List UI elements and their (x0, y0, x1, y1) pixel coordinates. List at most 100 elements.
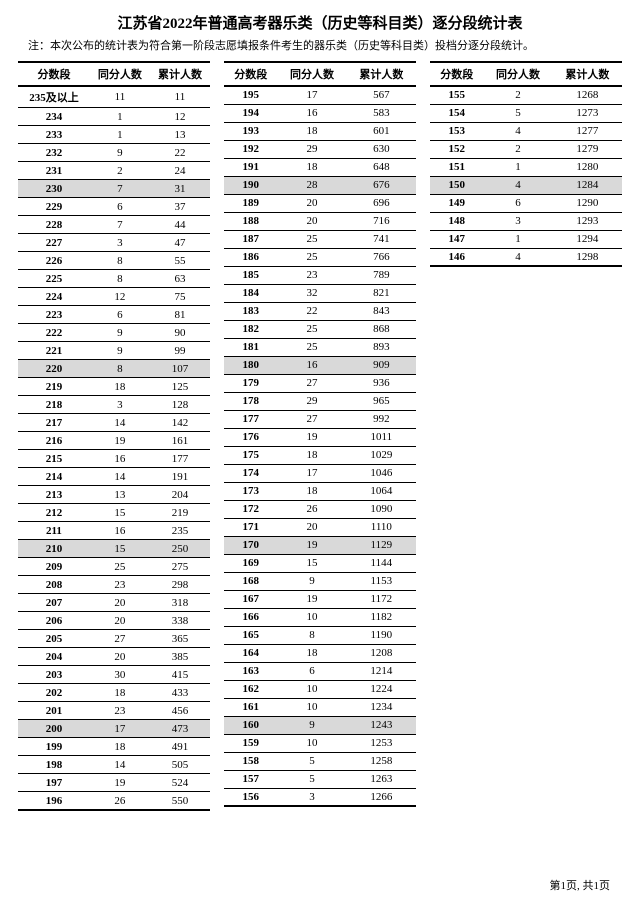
cell-same: 14 (90, 468, 150, 486)
table-row: 234112 (18, 108, 210, 126)
cell-cum: 821 (347, 284, 416, 302)
table-row: 16091243 (224, 716, 416, 734)
tables-container: 分数段同分人数累计人数235及以上11112341122331132329222… (18, 61, 622, 811)
cell-score: 235及以上 (18, 86, 90, 108)
cell-same: 19 (277, 590, 346, 608)
cell-score: 160 (224, 716, 277, 734)
cell-cum: 12 (150, 108, 210, 126)
cell-same: 28 (277, 176, 346, 194)
cell-same: 18 (277, 122, 346, 140)
cell-same: 1 (90, 108, 150, 126)
table-row: 14711294 (430, 230, 622, 248)
table-row: 21015250 (18, 540, 210, 558)
cell-same: 1 (483, 158, 552, 176)
cell-cum: 868 (347, 320, 416, 338)
cell-cum: 741 (347, 230, 416, 248)
cell-cum: 1144 (347, 554, 416, 572)
cell-score: 183 (224, 302, 277, 320)
table-row: 20823298 (18, 576, 210, 594)
cell-score: 231 (18, 162, 90, 180)
cell-cum: 22 (150, 144, 210, 162)
cell-cum: 250 (150, 540, 210, 558)
cell-same: 9 (90, 144, 150, 162)
table-row: 176191011 (224, 428, 416, 446)
cell-score: 192 (224, 140, 277, 158)
cell-same: 6 (483, 194, 552, 212)
table-row: 221999 (18, 342, 210, 360)
cell-score: 208 (18, 576, 90, 594)
cell-same: 8 (90, 360, 150, 378)
table-row: 164181208 (224, 644, 416, 662)
cell-score: 222 (18, 324, 90, 342)
table-col-2: 分数段同分人数累计人数19517567194165831931860119229… (224, 61, 416, 811)
cell-score: 188 (224, 212, 277, 230)
cell-same: 11 (90, 86, 150, 108)
table-row: 16891153 (224, 572, 416, 590)
cell-cum: 44 (150, 216, 210, 234)
cell-score: 190 (224, 176, 277, 194)
cell-score: 180 (224, 356, 277, 374)
table-row: 20017473 (18, 720, 210, 738)
cell-same: 17 (90, 720, 150, 738)
table-row: 227347 (18, 234, 210, 252)
cell-cum: 524 (150, 774, 210, 792)
cell-cum: 550 (150, 792, 210, 810)
cell-cum: 505 (150, 756, 210, 774)
cell-score: 148 (430, 212, 483, 230)
table-row: 14831293 (430, 212, 622, 230)
cell-same: 8 (90, 252, 150, 270)
cell-cum: 473 (150, 720, 210, 738)
cell-cum: 338 (150, 612, 210, 630)
cell-cum: 81 (150, 306, 210, 324)
table-row: 18920696 (224, 194, 416, 212)
cell-score: 178 (224, 392, 277, 410)
cell-score: 220 (18, 360, 90, 378)
cell-cum: 99 (150, 342, 210, 360)
cell-score: 226 (18, 252, 90, 270)
table-row: 161101234 (224, 698, 416, 716)
cell-cum: 385 (150, 648, 210, 666)
cell-score: 159 (224, 734, 277, 752)
cell-same: 5 (277, 752, 346, 770)
cell-same: 15 (90, 504, 150, 522)
cell-score: 206 (18, 612, 90, 630)
cell-cum: 11 (150, 86, 210, 108)
table-row: 169151144 (224, 554, 416, 572)
cell-cum: 1064 (347, 482, 416, 500)
cell-score: 155 (430, 86, 483, 104)
table-row: 175181029 (224, 446, 416, 464)
cell-cum: 583 (347, 104, 416, 122)
table-row: 20620338 (18, 612, 210, 630)
cell-score: 219 (18, 378, 90, 396)
table-row: 18322843 (224, 302, 416, 320)
cell-cum: 716 (347, 212, 416, 230)
table-row: 15111280 (430, 158, 622, 176)
table-row: 19626550 (18, 792, 210, 810)
cell-cum: 1029 (347, 446, 416, 464)
cell-score: 176 (224, 428, 277, 446)
cell-same: 13 (90, 486, 150, 504)
cell-same: 20 (90, 612, 150, 630)
cell-score: 158 (224, 752, 277, 770)
cell-score: 224 (18, 288, 90, 306)
cell-score: 233 (18, 126, 90, 144)
cell-cum: 142 (150, 414, 210, 432)
cell-score: 204 (18, 648, 90, 666)
table-row: 166101182 (224, 608, 416, 626)
cell-cum: 55 (150, 252, 210, 270)
cell-score: 221 (18, 342, 90, 360)
cell-same: 29 (277, 392, 346, 410)
cell-same: 9 (277, 572, 346, 590)
cell-score: 147 (430, 230, 483, 248)
cell-same: 18 (90, 684, 150, 702)
col-header-cum: 累计人数 (150, 62, 210, 86)
cell-same: 3 (90, 234, 150, 252)
cell-cum: 1243 (347, 716, 416, 734)
cell-score: 199 (18, 738, 90, 756)
cell-cum: 1280 (553, 158, 622, 176)
cell-same: 25 (277, 230, 346, 248)
cell-same: 32 (277, 284, 346, 302)
table-row: 15521268 (430, 86, 622, 104)
table-row: 19719524 (18, 774, 210, 792)
cell-same: 25 (90, 558, 150, 576)
